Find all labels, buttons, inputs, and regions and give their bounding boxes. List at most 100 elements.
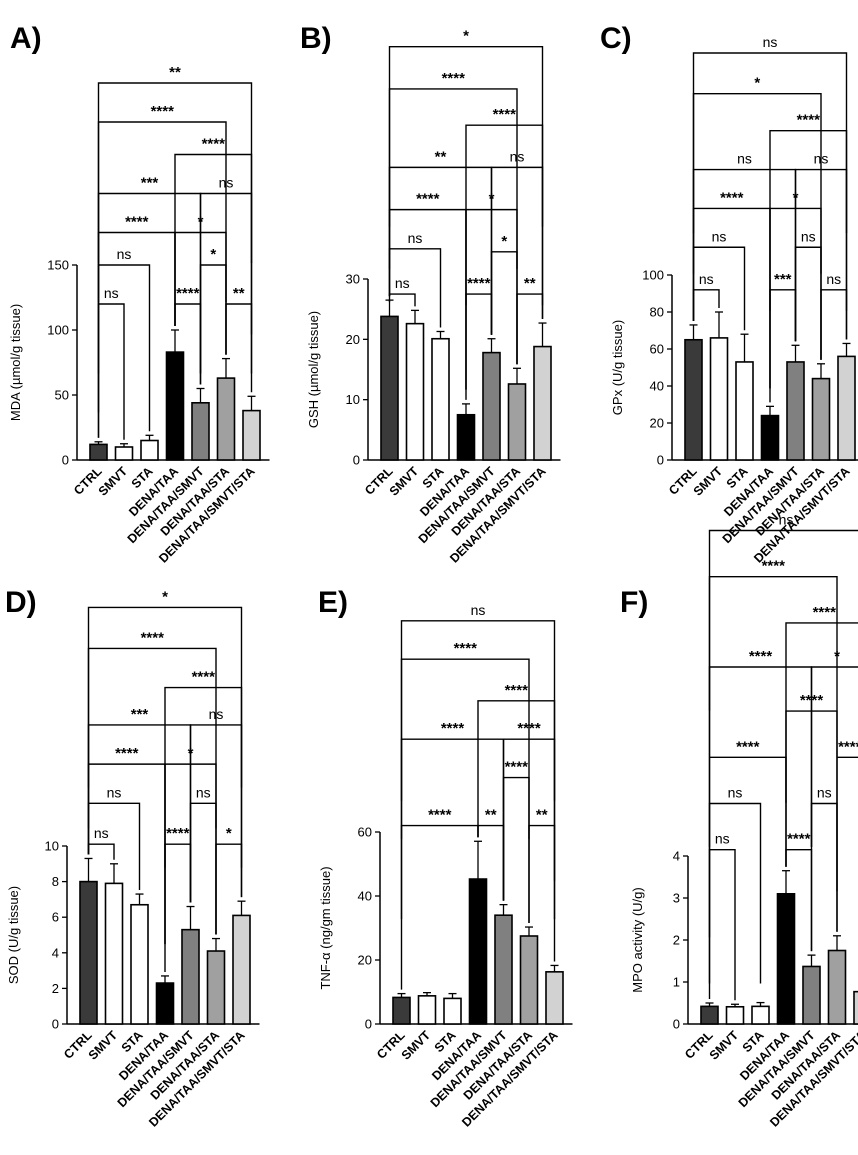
significance-label: ns: [395, 275, 410, 291]
significance-label: ****: [441, 720, 465, 737]
significance-bracket: [388, 46, 544, 227]
significance-label: ****: [416, 191, 440, 208]
significance-bracket: [794, 246, 822, 360]
significance-label: ****: [115, 745, 139, 762]
significance-bracket: [820, 289, 848, 360]
significance-label: ****: [736, 738, 760, 755]
bar-dena-taa-smvt-sta: [533, 345, 552, 461]
significance-bracket: [400, 824, 479, 990]
significance-bracket: [477, 700, 556, 881]
bar-ctrl: [89, 443, 108, 461]
significance-bracket: [692, 207, 771, 389]
panel-label: A): [10, 22, 42, 55]
category-label: SMVT: [96, 464, 131, 499]
bar-dena-taa: [760, 414, 780, 461]
bar-dena-taa-smvt-sta: [242, 409, 261, 461]
y-tick-label: 4: [673, 849, 680, 864]
significance-label: ****: [749, 648, 773, 665]
significance-label: ****: [720, 189, 744, 206]
significance-label: ns: [104, 285, 119, 301]
category-label: SMVT: [691, 464, 726, 499]
significance-label: ns: [107, 784, 122, 800]
significance-label: *: [210, 246, 216, 263]
panel-label: D): [5, 586, 37, 619]
significance-bracket: [708, 756, 787, 938]
bar-smvt: [725, 1005, 745, 1025]
significance-label: ns: [763, 34, 778, 50]
y-tick-label: 80: [650, 305, 664, 320]
category-label: SMVT: [387, 464, 422, 499]
y-tick-label: 6: [52, 910, 59, 925]
significance-bracket: [836, 756, 858, 932]
y-tick-label: 0: [353, 453, 360, 468]
bar-dena-taa-sta: [519, 935, 539, 1025]
significance-label: *: [162, 588, 168, 605]
significance-label: ****: [493, 106, 517, 123]
significance-label: ns: [817, 785, 832, 801]
y-tick-label: 0: [657, 453, 664, 468]
bar-sta: [140, 439, 159, 461]
significance-label: ns: [471, 602, 486, 618]
y-tick-label: 20: [358, 953, 372, 968]
significance-label: *: [226, 825, 232, 842]
significance-bracket: [199, 264, 227, 385]
significance-label: *: [754, 75, 760, 92]
significance-bracket: [87, 606, 243, 788]
bar-dena-taa: [155, 982, 175, 1025]
bar-dena-taa-smvt: [482, 351, 501, 461]
significance-label: ns: [712, 228, 727, 244]
y-axis-title: GPx (U/g tissue): [610, 320, 625, 415]
y-tick-label: 2: [673, 933, 680, 948]
panel-label: C): [600, 22, 632, 55]
y-tick-label: 10: [45, 839, 59, 854]
significance-bracket: [692, 52, 848, 233]
significance-label: ****: [202, 136, 226, 153]
significance-label: *: [501, 233, 507, 250]
bar-dena-taa-smvt-sta: [853, 990, 858, 1025]
y-tick-label: 60: [358, 825, 372, 840]
bar-dena-taa-smvt: [191, 401, 210, 461]
bar-dena-taa: [456, 413, 476, 461]
bar-dena-taa-smvt: [181, 928, 200, 1025]
significance-label: ns: [117, 246, 132, 262]
significance-bracket: [97, 303, 125, 440]
y-tick-label: 0: [673, 1017, 680, 1032]
bar-sta: [443, 997, 462, 1025]
significance-label: **: [536, 807, 548, 824]
y-axis-title: TNF-α (ng/gm tissue): [318, 866, 333, 989]
bar-smvt: [405, 322, 425, 461]
significance-bracket: [388, 293, 416, 307]
y-tick-label: 0: [62, 453, 69, 468]
bar-smvt: [709, 337, 729, 461]
y-tick-label: 30: [346, 272, 360, 287]
significance-bracket: [400, 620, 556, 801]
category-label: SMVT: [707, 1028, 742, 1063]
y-tick-label: 3: [673, 891, 680, 906]
significance-bracket: [708, 529, 858, 711]
y-tick-label: 40: [650, 379, 664, 394]
significance-bracket: [189, 802, 217, 935]
significance-bracket: [87, 843, 115, 860]
significance-label: **: [169, 64, 181, 81]
significance-label: ns: [779, 512, 794, 528]
significance-label: ****: [176, 285, 200, 302]
bar-dena-taa-smvt-sta: [837, 355, 856, 461]
bar-dena-taa-sta: [216, 377, 236, 461]
y-tick-label: 10: [346, 392, 360, 407]
y-axis-title: MPO activity (U/g): [630, 887, 645, 992]
significance-label: ****: [797, 112, 821, 129]
significance-label: ****: [467, 275, 491, 292]
category-label: SMVT: [86, 1028, 121, 1063]
bar-dena-taa-smvt: [786, 361, 805, 461]
bar-ctrl: [700, 1005, 719, 1025]
bar-ctrl: [392, 996, 411, 1025]
significance-label: ****: [442, 70, 466, 87]
significance-bracket: [502, 776, 530, 924]
significance-label: ns: [94, 825, 109, 841]
bar-dena-taa-smvt-sta: [545, 971, 564, 1025]
bar-smvt: [417, 995, 437, 1025]
